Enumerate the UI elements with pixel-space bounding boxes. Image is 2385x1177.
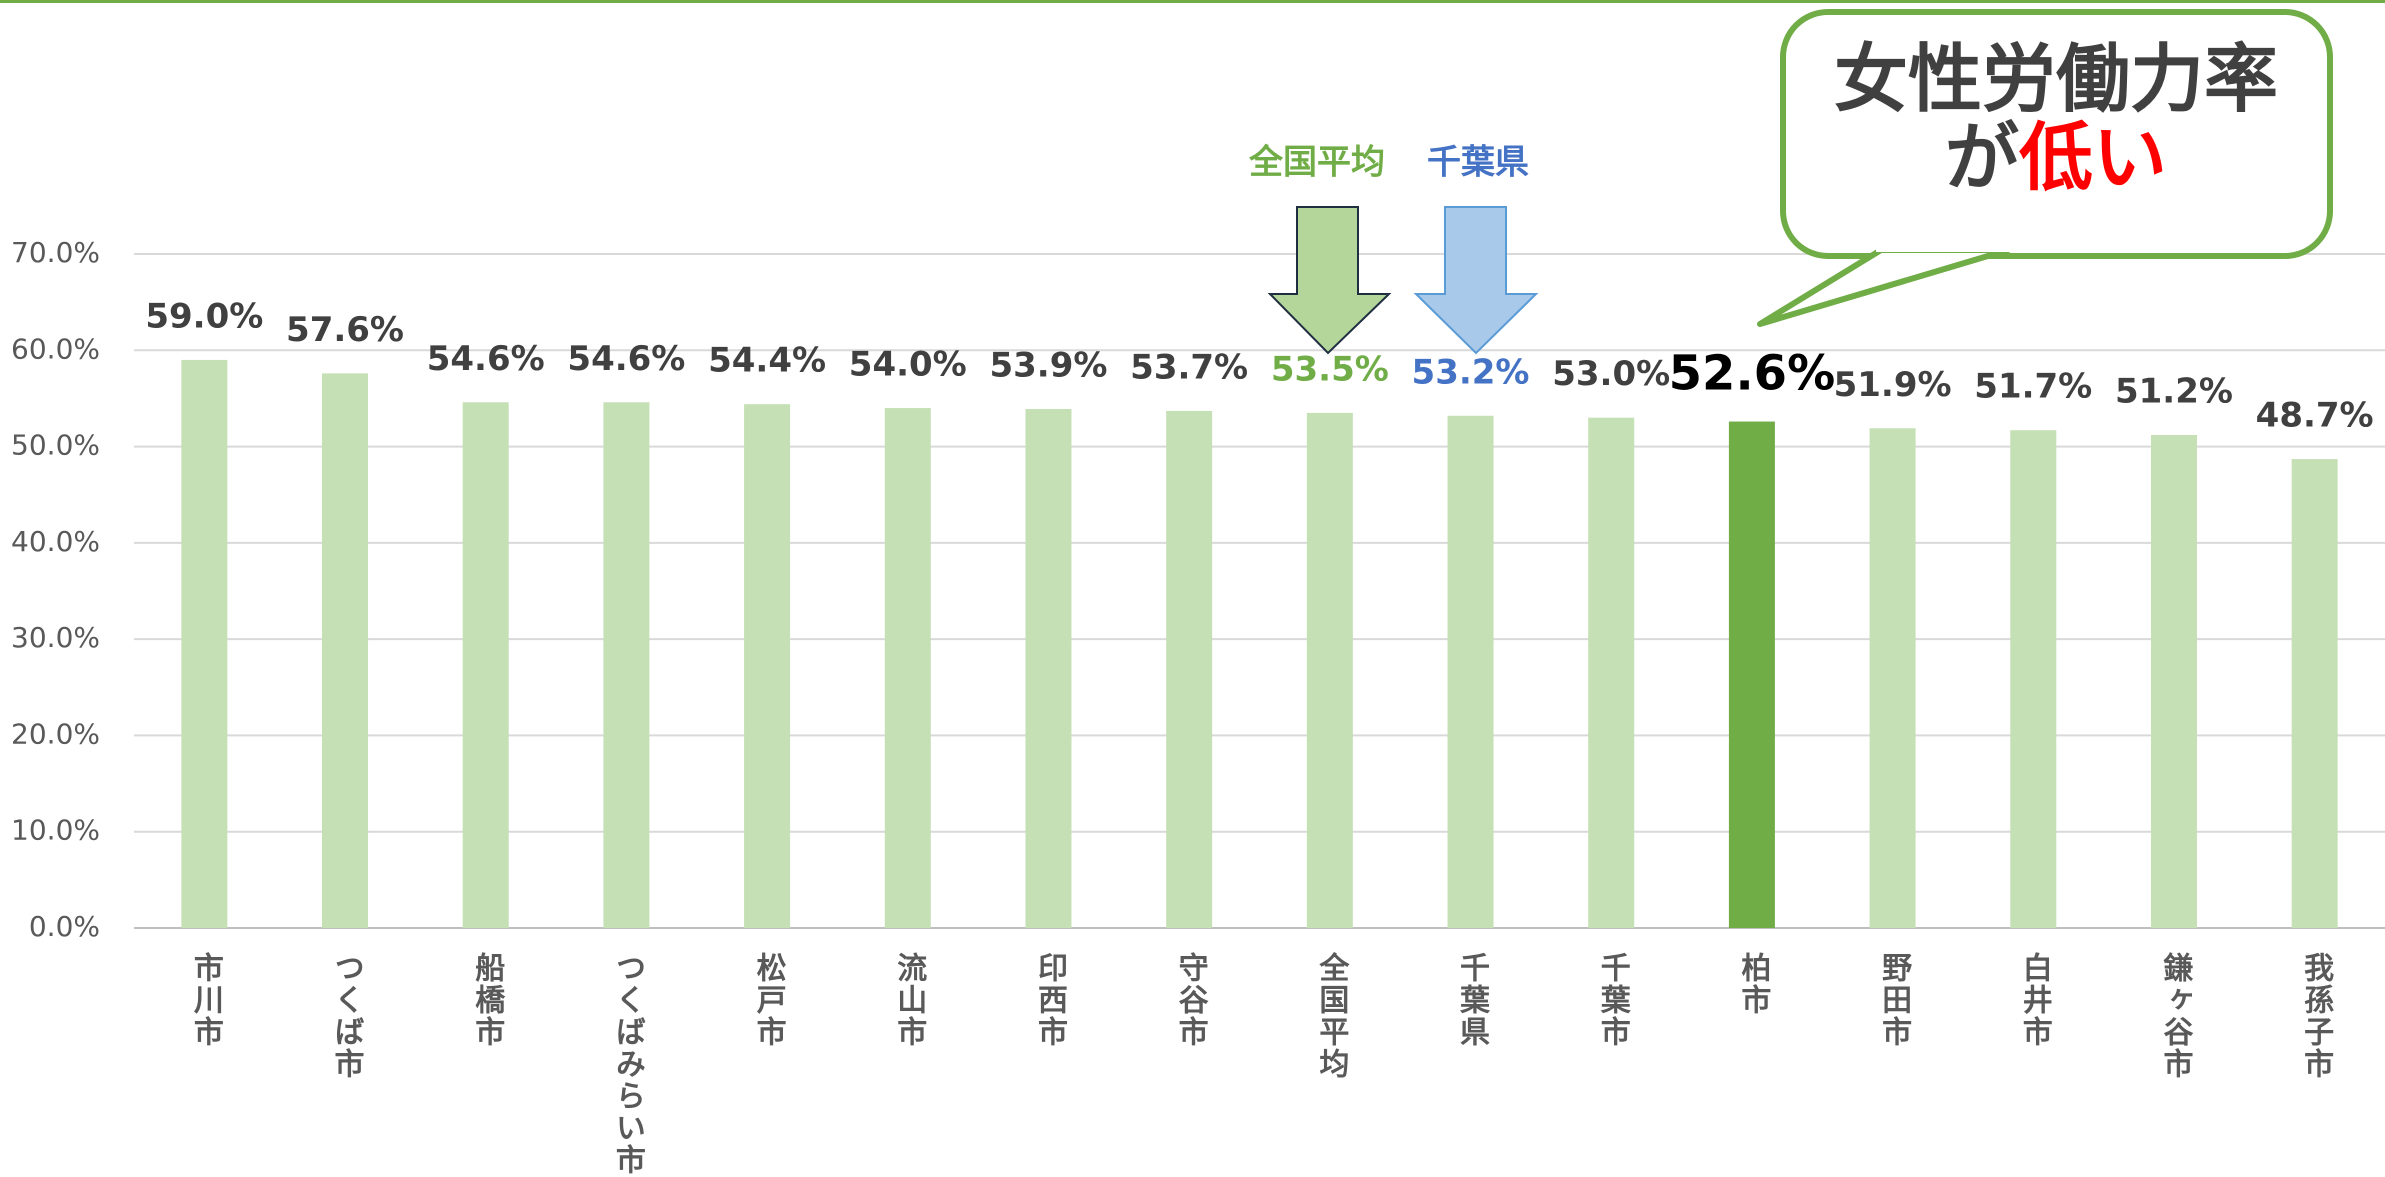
bar bbox=[744, 404, 791, 929]
y-tick-label: 0.0% bbox=[29, 910, 100, 943]
x-tick-label: 野田市 bbox=[1876, 952, 1912, 1048]
callout: 女性労働力率 が低い bbox=[1757, 9, 2333, 327]
value-label: 54.6% bbox=[427, 339, 545, 379]
bar bbox=[322, 373, 369, 928]
bar bbox=[1869, 428, 1916, 928]
national-label: 全国平均 bbox=[1248, 143, 1385, 183]
x-tick-label: 全国平均 bbox=[1313, 951, 1350, 1080]
bar bbox=[2010, 430, 2057, 928]
value-label: 57.6% bbox=[286, 310, 404, 350]
callout-box bbox=[1780, 9, 2333, 259]
plot: 0.0% 10.0% 20.0% 30.0% 40.0% 50.0% 60.0% 70.0% 5… bbox=[11, 236, 2385, 1176]
value-label: 53.7% bbox=[1130, 347, 1248, 387]
x-tick-label: 千葉県 bbox=[1454, 952, 1491, 1048]
value-label: 53.0% bbox=[1552, 354, 1670, 394]
callout-tail bbox=[1757, 247, 2011, 327]
bar bbox=[884, 408, 931, 928]
callout-text-2: が低い bbox=[1945, 115, 2167, 201]
callout-tail-join bbox=[1876, 238, 2012, 252]
value-label: 53.2% bbox=[1412, 352, 1530, 392]
y-tick-label: 20.0% bbox=[11, 717, 100, 750]
x-tick-label: 鎌ヶ谷市 bbox=[2157, 952, 2193, 1080]
prefecture-arrow bbox=[1413, 206, 1539, 355]
value-label: 51.7% bbox=[1974, 367, 2092, 407]
x-tick-label: 柏市 bbox=[1735, 952, 1771, 1016]
value-label: 48.7% bbox=[2256, 396, 2374, 436]
y-tick-label: 10.0% bbox=[11, 814, 100, 847]
x-tick-label: 印西市 bbox=[1032, 952, 1067, 1048]
bar bbox=[2291, 459, 2338, 928]
national-arrow bbox=[1267, 206, 1392, 355]
y-tick-label: 70.0% bbox=[11, 236, 100, 269]
bar bbox=[1728, 421, 1775, 928]
x-tick-label: 守谷市 bbox=[1173, 952, 1209, 1048]
value-label: 53.9% bbox=[989, 346, 1107, 386]
value-label: 52.6% bbox=[1669, 346, 1836, 402]
x-tick-label: 我孫子市 bbox=[2298, 952, 2334, 1080]
bar bbox=[462, 402, 509, 928]
value-label: 51.2% bbox=[2115, 372, 2233, 412]
y-tick-label: 60.0% bbox=[11, 332, 100, 365]
value-label: 54.0% bbox=[849, 345, 967, 385]
bar bbox=[2150, 435, 2197, 928]
x-tick-label: 白井市 bbox=[2017, 952, 2052, 1048]
value-label: 54.4% bbox=[708, 341, 826, 381]
y-tick-label: 30.0% bbox=[11, 621, 100, 654]
bar bbox=[1306, 412, 1353, 928]
bar bbox=[181, 359, 228, 928]
value-label: 51.9% bbox=[1834, 365, 1952, 405]
top-rule bbox=[0, 0, 2385, 3]
x-tick-label: つくばみらい市 bbox=[610, 952, 645, 1176]
prefecture-label: 千葉県 bbox=[1427, 143, 1529, 183]
value-label: 53.5% bbox=[1271, 349, 1389, 389]
bar bbox=[1447, 415, 1494, 928]
callout-text-a: が bbox=[1945, 115, 2019, 201]
y-tick-label: 50.0% bbox=[11, 429, 100, 462]
bar bbox=[603, 402, 650, 928]
x-tick-label: 千葉市 bbox=[1595, 952, 1632, 1048]
x-tick-label: 松戸市 bbox=[751, 952, 787, 1048]
bar bbox=[1166, 410, 1213, 929]
callout-text: 女性労働力率 bbox=[1834, 37, 2278, 123]
bar bbox=[1025, 409, 1072, 928]
bar bbox=[1588, 417, 1635, 928]
x-tick-label: 流山市 bbox=[891, 952, 927, 1048]
x-tick-label: 船橋市 bbox=[469, 952, 505, 1048]
value-label: 54.6% bbox=[567, 339, 685, 379]
x-tick-label: 市川市 bbox=[188, 951, 224, 1048]
callout-text-b: 低い bbox=[2019, 115, 2167, 201]
value-label: 59.0% bbox=[145, 296, 263, 336]
x-tick-label: つくば市 bbox=[329, 952, 364, 1080]
y-tick-label: 40.0% bbox=[11, 525, 100, 558]
